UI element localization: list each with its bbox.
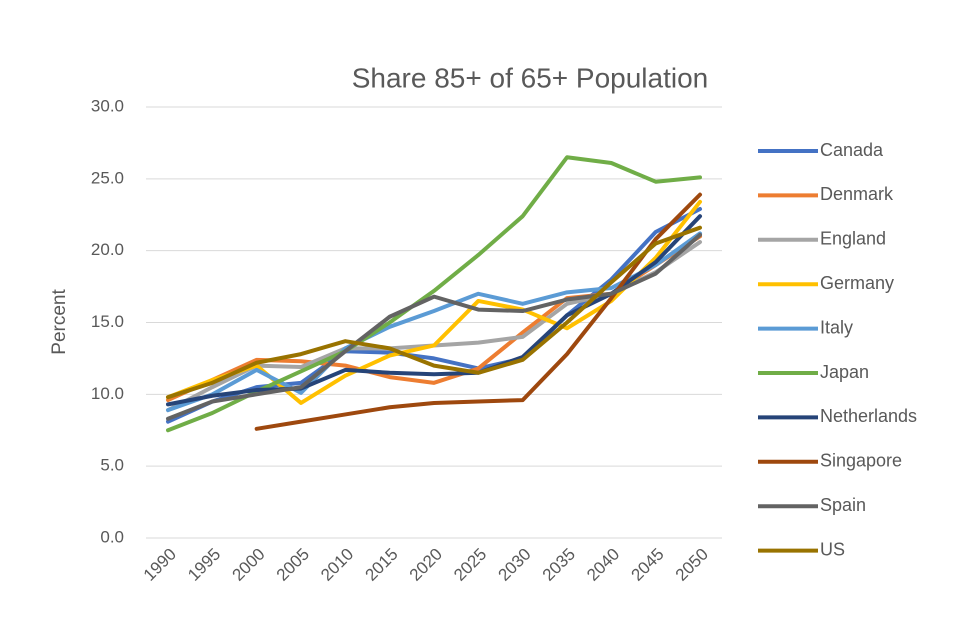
- legend-label: Spain: [820, 495, 866, 515]
- series-line: [166, 232, 702, 421]
- y-tick-label: 30.0: [91, 96, 124, 115]
- x-tick-label: 2030: [494, 545, 534, 585]
- legend-label: Italy: [820, 317, 853, 337]
- x-tick-label: 2000: [228, 545, 268, 585]
- series-line: [254, 192, 702, 431]
- legend-label: Singapore: [820, 451, 902, 471]
- legend-label: Denmark: [820, 184, 894, 204]
- series-line: [166, 225, 702, 400]
- legend-label: Canada: [820, 140, 884, 160]
- legend-label: US: [820, 539, 845, 559]
- y-tick-label: 5.0: [100, 456, 124, 475]
- x-tick-label: 1995: [184, 545, 224, 585]
- x-tick-label: 2040: [583, 545, 623, 585]
- y-tick-label: 10.0: [91, 384, 124, 403]
- x-tick-label: 2025: [450, 545, 490, 585]
- x-tick-label: 2020: [406, 545, 446, 585]
- x-tick-label: 2015: [361, 545, 401, 585]
- legend-label: Germany: [820, 273, 894, 293]
- series-line: [166, 231, 702, 413]
- x-tick-label: 1990: [140, 545, 180, 585]
- legend-label: Netherlands: [820, 406, 917, 426]
- x-tick-label: 2050: [672, 545, 712, 585]
- legend-label: Japan: [820, 362, 869, 382]
- y-tick-label: 0.0: [100, 527, 124, 546]
- x-tick-label: 2005: [273, 545, 313, 585]
- y-axis-label: Percent: [49, 289, 70, 355]
- series-line: [166, 207, 702, 424]
- x-tick-label: 2010: [317, 545, 357, 585]
- y-tick-label: 20.0: [91, 240, 124, 259]
- x-tick-label: 2045: [627, 545, 667, 585]
- y-tick-label: 15.0: [91, 312, 124, 331]
- x-tick-label: 2035: [539, 545, 579, 585]
- y-tick-label: 25.0: [91, 168, 124, 187]
- legend-label: England: [820, 229, 886, 249]
- chart-title: Share 85+ of 65+ Population: [352, 62, 709, 93]
